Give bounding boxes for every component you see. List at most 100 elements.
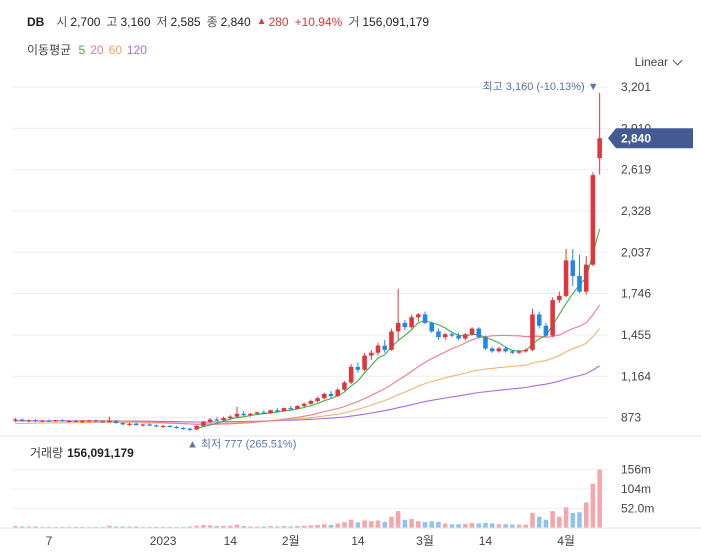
volume-bar — [154, 526, 159, 528]
volume-bar — [489, 523, 495, 528]
volume-bar — [201, 525, 206, 528]
y-tick-label: 2,328 — [621, 204, 651, 218]
volume-bar — [288, 526, 293, 528]
volume-bar — [510, 524, 515, 528]
candle — [550, 297, 555, 338]
volume-bar — [66, 526, 72, 528]
volume-bar — [429, 521, 435, 528]
candle-body — [375, 345, 381, 353]
volume-bar — [335, 523, 341, 528]
volume-bar — [281, 526, 287, 528]
candle-body — [382, 345, 388, 350]
candle — [389, 328, 394, 351]
close-label: 종 — [206, 15, 218, 29]
x-tick-label: 2월 — [282, 534, 300, 548]
candle-body — [409, 317, 414, 328]
candle-body — [456, 335, 461, 339]
candle — [590, 172, 596, 267]
low-marker-label: ▲ 최저 777 (265.51%) — [187, 437, 296, 450]
change-percent: +10.94% — [294, 14, 343, 29]
close-value: 2,840 — [220, 14, 251, 29]
candle-body — [133, 423, 139, 426]
candle-body — [268, 410, 273, 414]
ma-120-line — [15, 365, 600, 423]
y-tick-label: 2,037 — [621, 245, 651, 259]
candle — [113, 420, 119, 424]
y-tick-label: 2,619 — [621, 163, 651, 177]
x-tick-label: 14 — [351, 534, 365, 548]
candle-body — [355, 366, 361, 370]
candle — [288, 405, 293, 410]
candle-body — [436, 331, 441, 338]
ma-5-label: 5 — [78, 43, 86, 57]
volume-value: 156,091,179 — [362, 14, 430, 29]
candle-body — [53, 420, 58, 422]
volume-bar — [322, 524, 327, 528]
candle-body — [442, 334, 448, 338]
candle — [207, 418, 213, 424]
candle — [140, 423, 146, 427]
candle — [60, 419, 65, 422]
candle-body — [120, 423, 126, 425]
volume-axis: 156m 104m 52.0m — [621, 463, 654, 516]
ma-60-line — [15, 328, 601, 425]
candle — [597, 92, 602, 175]
volume-bar — [127, 526, 132, 528]
volume-bar — [120, 526, 126, 528]
candle — [375, 342, 381, 356]
candle-body — [221, 418, 226, 421]
candle — [214, 417, 220, 422]
candle — [469, 327, 475, 336]
candle-body — [362, 355, 367, 370]
volume-bar — [46, 526, 52, 528]
volume-bar — [355, 522, 361, 528]
candle — [335, 388, 341, 397]
candle-body — [469, 328, 475, 335]
candle — [409, 314, 414, 329]
candle-body — [322, 393, 327, 399]
x-tick-label: 7 — [46, 534, 53, 548]
volume-bar — [301, 525, 307, 528]
volume-bar — [140, 526, 146, 528]
candle-body — [227, 416, 233, 419]
candle-body — [160, 425, 166, 428]
candle — [221, 416, 226, 421]
volume-bar — [409, 519, 414, 528]
volume-bar — [53, 526, 58, 528]
candlestick-series — [13, 92, 602, 432]
volume-bar — [80, 526, 85, 528]
volume-bar — [389, 516, 394, 528]
volume-bar — [39, 526, 45, 528]
high-marker-label: 최고 3,160 (-10.13%) ▼ — [483, 80, 599, 93]
candle-body — [19, 419, 25, 421]
open-label: 시 — [56, 15, 68, 29]
volume-bar — [516, 524, 522, 528]
candle — [86, 419, 92, 422]
volume-panel-title: 거래량 — [30, 446, 64, 460]
candle — [382, 339, 388, 353]
volume-bar — [496, 524, 502, 528]
candle-body — [26, 420, 32, 422]
price-info-bar: DB 시 2,700 고 3,160 저 2,585 종 2,840 ▲ 280 +10.… — [27, 13, 435, 30]
candle-body — [516, 351, 522, 353]
candle — [362, 352, 367, 372]
volume-bar — [476, 523, 482, 528]
candle-body — [570, 260, 576, 277]
volume-bar — [563, 507, 569, 528]
candle — [530, 308, 535, 352]
volume-bar — [86, 526, 92, 528]
candle — [402, 320, 408, 330]
candle — [93, 419, 99, 422]
candle-body — [254, 412, 260, 414]
candle-body — [248, 413, 253, 416]
volume-bar — [402, 519, 408, 528]
moving-average-legend[interactable]: 이동평균 5 20 60 120 — [27, 41, 152, 58]
stock-name: DB — [27, 14, 45, 29]
low-label: 저 — [156, 15, 168, 29]
change-value: 280 — [268, 14, 289, 29]
scale-mode-dropdown[interactable]: Linear — [635, 55, 683, 69]
candle — [187, 427, 193, 432]
volume-tick-label: 52.0m — [621, 502, 654, 516]
candle — [174, 425, 179, 429]
